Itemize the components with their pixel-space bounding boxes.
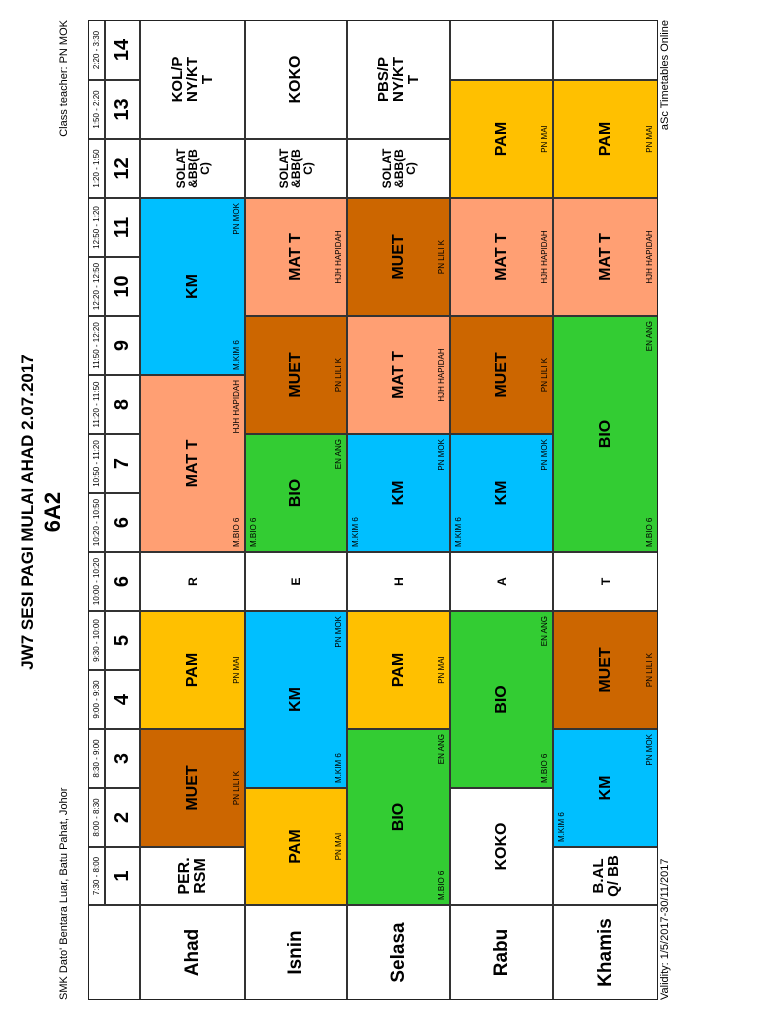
school-name: SMK Dato' Bentara Luar, Batu Pahat, Joho… (58, 787, 70, 1000)
credit-text: aSc Timetables Online (659, 20, 671, 131)
validity-text: Validity: 1/5/2017-30/11/2017 (659, 858, 671, 1000)
class-teacher: Class teacher: PN MOK (58, 20, 70, 137)
grid-border (88, 20, 658, 1000)
timetable-title: JW7 SESI PAGI MULAI AHAD 2.07.2017 (18, 354, 37, 670)
